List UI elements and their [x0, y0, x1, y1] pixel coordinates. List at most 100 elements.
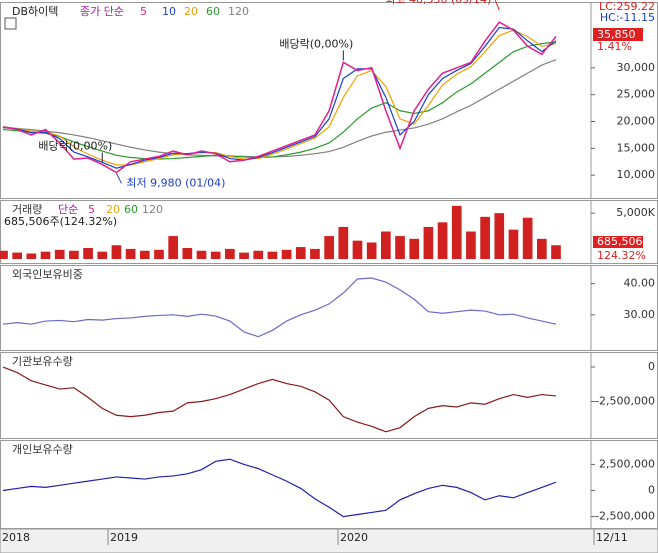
x-tick-label: 12/11: [596, 531, 628, 544]
volume-bar: [267, 251, 278, 259]
volume-bar: [551, 245, 561, 259]
volume-bar: [69, 250, 79, 259]
line: [2, 59, 557, 158]
panel: [0, 2, 658, 199]
y-tick-label: -2,500,000: [595, 394, 655, 407]
legend-entry: 20: [106, 203, 120, 216]
volume-bar: [338, 226, 349, 259]
panel-title: 외국인보유비중: [12, 268, 83, 281]
y-tick-label: 0: [648, 360, 655, 373]
volume-bar: [466, 231, 476, 259]
legend-entry: 120: [142, 203, 163, 216]
legend-entry: 20: [184, 5, 198, 18]
annotation-arrow: [115, 173, 122, 184]
legend-entry: 5: [88, 203, 95, 216]
volume-bar: [395, 236, 405, 259]
y-tick-label: 25,000: [617, 88, 656, 101]
volume-bar: [54, 249, 65, 259]
line: [2, 458, 557, 518]
volume-bar: [324, 236, 334, 259]
volume-bar: [352, 240, 363, 259]
volume-bar: [196, 250, 207, 259]
line: [2, 41, 557, 160]
volume-bar: [182, 248, 193, 259]
volume-bar: [253, 250, 264, 259]
grid-icon: [4, 17, 17, 30]
volume-bar: [26, 253, 37, 259]
last-label: 685,506: [597, 235, 643, 248]
x-tick-label: 2020: [340, 531, 368, 544]
line: [2, 21, 557, 174]
volume-bar: [125, 248, 136, 259]
volume-bar: [154, 249, 164, 259]
legend-title: 종가 단순: [80, 5, 124, 18]
y-tick-label: -2,500,000: [595, 510, 655, 523]
panel-title: DB하이텍: [12, 4, 58, 18]
volume-bar: [409, 238, 420, 259]
y-tick-label: 10,000: [617, 168, 656, 181]
line: [2, 277, 557, 338]
legend-entry: 10: [162, 5, 176, 18]
panel: [0, 440, 658, 529]
change-label: 1.41%: [597, 40, 632, 53]
volume-bar: [0, 250, 8, 259]
volume-bar: [210, 251, 221, 259]
line: [2, 26, 557, 169]
x-tick-label: 2018: [2, 531, 30, 544]
lc-label: LC:259.22: [599, 0, 655, 13]
annotation-arrow: [494, 0, 500, 11]
y-tick-label: 2,500,000: [599, 457, 655, 470]
legend-title: 단순: [58, 203, 78, 216]
volume-bar: [97, 251, 108, 259]
volume-bar: [536, 238, 547, 259]
legend-entry: 120: [228, 5, 249, 18]
volume-bar: [83, 248, 93, 259]
volume-bar: [423, 226, 434, 259]
volume-bar: [310, 248, 320, 259]
legend-entry: 60: [124, 203, 138, 216]
last-box: [593, 28, 643, 41]
volume-bar: [494, 213, 505, 259]
volume-bar: [12, 252, 23, 259]
change-label: 124.32%: [597, 249, 646, 262]
volume-bar: [522, 217, 533, 259]
volume-bar: [168, 236, 178, 259]
line: [2, 29, 557, 166]
volume-bar: [225, 248, 235, 259]
panel: [0, 265, 658, 351]
volume-bar: [480, 216, 490, 259]
y-tick-label: 30.00: [624, 308, 656, 321]
volume-bar: [281, 249, 292, 259]
volume-bar: [508, 229, 519, 259]
hc-label: HC:-11.15: [600, 11, 655, 24]
volume-bar: [111, 245, 122, 259]
panel-title: 거래량: [12, 203, 42, 216]
volume-bar: [366, 242, 377, 259]
volume-bar: [295, 247, 306, 259]
y-tick-label: 30,000: [617, 61, 656, 74]
legend-entry: 60: [206, 5, 220, 18]
subtitle: 685,506주(124.32%): [4, 215, 117, 228]
panel-title: 기관보유수량: [12, 355, 73, 368]
y-tick-label: 40.00: [624, 277, 656, 290]
x-axis-bar: [0, 528, 658, 553]
line: [2, 366, 557, 433]
legend-entry: 5: [140, 5, 147, 18]
y-tick-label: 15,000: [617, 141, 656, 154]
last-label: 35,850: [597, 28, 636, 41]
volume-bar: [451, 205, 462, 259]
annotation: 최고 40,350 (09/14): [385, 0, 491, 6]
volume-bar: [139, 250, 150, 259]
last-box: [593, 236, 643, 248]
y-tick-label: 0: [648, 484, 655, 497]
y-tick-label: 5,000K: [616, 206, 655, 219]
x-tick-label: 2019: [110, 531, 138, 544]
annotation: 배당락(0,00%): [38, 139, 112, 152]
volume-bar: [40, 251, 51, 259]
annotation: 배당락(0,00%): [279, 37, 353, 50]
y-tick-label: 20,000: [617, 114, 656, 127]
volume-bar: [381, 231, 391, 259]
volume-bar: [437, 222, 448, 259]
panel-title: 개인보유수량: [12, 443, 73, 456]
